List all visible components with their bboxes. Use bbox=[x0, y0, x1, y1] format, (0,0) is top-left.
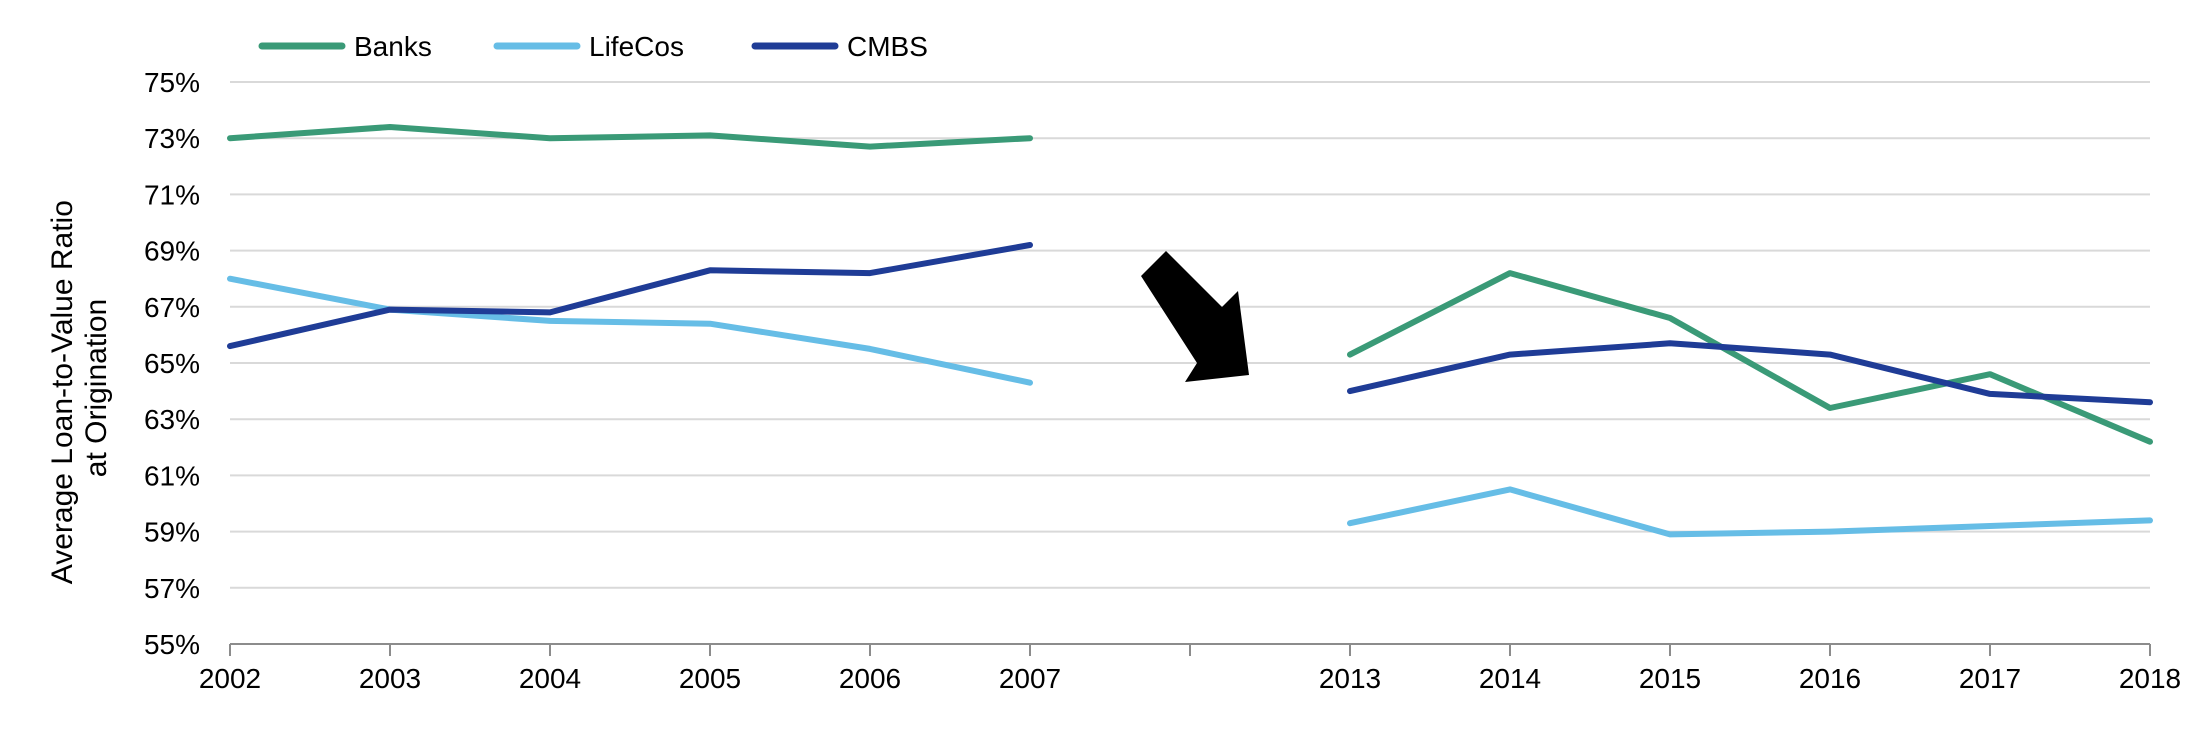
y-tick-label: 71% bbox=[144, 179, 200, 210]
x-tick-label: 2004 bbox=[519, 663, 581, 694]
x-tick-label: 2006 bbox=[839, 663, 901, 694]
y-tick-label: 61% bbox=[144, 460, 200, 491]
y-axis-title-line-2: at Origination bbox=[80, 299, 113, 477]
series-lines bbox=[227, 124, 2153, 538]
y-tick-label: 69% bbox=[144, 236, 200, 267]
x-tick-label: 2014 bbox=[1479, 663, 1541, 694]
y-tick-label: 73% bbox=[144, 123, 200, 154]
x-tick-label: 2016 bbox=[1799, 663, 1861, 694]
y-axis-title: Average Loan-to-Value Ratio at Originati… bbox=[46, 192, 113, 584]
x-tick-label: 2013 bbox=[1319, 663, 1381, 694]
x-tick-labels: 2002 2003 2004 2005 2006 2007 2013 2014 2015 2016… bbox=[199, 663, 2181, 694]
x-tick-label: 2002 bbox=[199, 663, 261, 694]
legend: Banks LifeCos CMBS bbox=[258, 31, 928, 62]
x-tick-label: 2003 bbox=[359, 663, 421, 694]
y-tick-label: 59% bbox=[144, 517, 200, 548]
y-axis-title-line-1: Average Loan-to-Value Ratio bbox=[46, 200, 79, 584]
x-tick-label: 2017 bbox=[1959, 663, 2021, 694]
x-tick-label: 2007 bbox=[999, 663, 1061, 694]
y-tick-labels: 55% 57% 59% 61% 63% 65% 67% 69% 71% 73% 75% bbox=[144, 67, 200, 660]
legend-label-lifecos: LifeCos bbox=[589, 31, 684, 62]
y-tick-label: 67% bbox=[144, 292, 200, 323]
x-tick-label: 2005 bbox=[679, 663, 741, 694]
legend-label-banks: Banks bbox=[354, 31, 432, 62]
series-line-lifecos bbox=[227, 275, 2153, 538]
y-tick-label: 55% bbox=[144, 629, 200, 660]
y-tick-label: 75% bbox=[144, 67, 200, 98]
y-tick-label: 63% bbox=[144, 404, 200, 435]
x-tick-label: 2018 bbox=[2119, 663, 2181, 694]
axes bbox=[229, 643, 2151, 656]
legend-label-cmbs: CMBS bbox=[847, 31, 928, 62]
down-right-arrow-icon bbox=[1141, 251, 1249, 382]
series-line-cmbs bbox=[227, 242, 2153, 406]
series-line-banks bbox=[227, 124, 2153, 445]
x-tick-label: 2015 bbox=[1639, 663, 1701, 694]
y-tick-label: 57% bbox=[144, 573, 200, 604]
y-tick-label: 65% bbox=[144, 348, 200, 379]
